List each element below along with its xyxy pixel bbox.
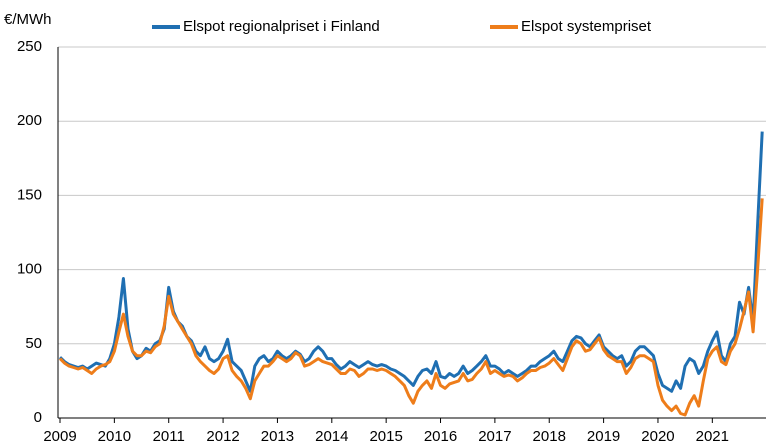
series-line	[58, 198, 764, 417]
x-tick-label: 2011	[153, 428, 185, 445]
x-tick-label: 2020	[641, 428, 674, 445]
x-tick-label: 2009	[43, 428, 76, 445]
x-tick-label: 2013	[261, 428, 294, 445]
series-line	[58, 131, 764, 393]
y-tick-label: 150	[17, 186, 42, 203]
y-tick-label: 100	[17, 261, 42, 278]
x-tick-label: 2012	[206, 428, 239, 445]
legend-label: Elspot systempriset	[521, 18, 652, 35]
x-tick-label: 2015	[369, 428, 402, 445]
y-tick-label: 50	[25, 335, 42, 352]
legend-label: Elspot regionalpriset i Finland	[183, 18, 380, 35]
x-tick-label: 2019	[587, 428, 620, 445]
x-tick-label: 2016	[424, 428, 457, 445]
x-tick-label: 2017	[478, 428, 511, 445]
y-axis-title: €/MWh	[4, 11, 52, 28]
x-tick-label: 2010	[98, 428, 131, 445]
x-tick-label: 2018	[533, 428, 566, 445]
y-tick-label: 250	[17, 38, 42, 55]
x-tick-label: 2014	[315, 428, 348, 445]
y-tick-label: 200	[17, 112, 42, 129]
x-tick-label: 2021	[696, 428, 729, 445]
y-tick-label: 0	[34, 409, 42, 426]
